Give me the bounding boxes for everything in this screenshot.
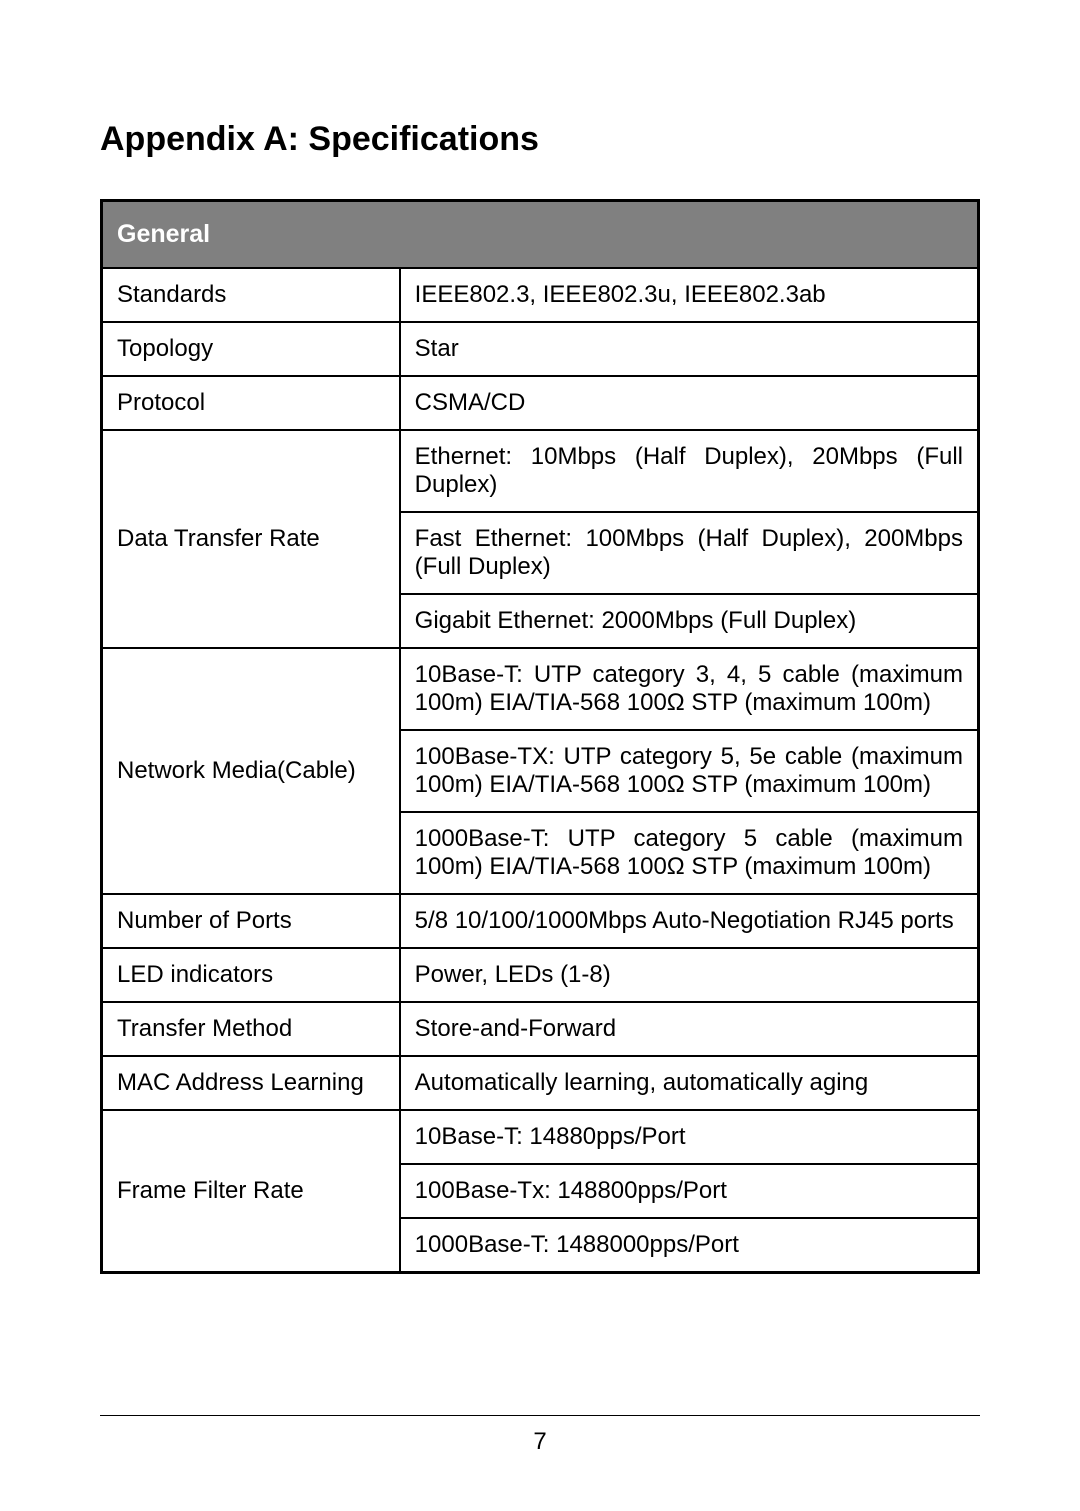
row-value-led: Power, LEDs (1-8) <box>400 948 979 1002</box>
table-row: Frame Filter Rate 10Base-T: 14880pps/Por… <box>102 1110 979 1164</box>
row-value-mac-learning: Automatically learning, automatically ag… <box>400 1056 979 1110</box>
row-value-protocol: CSMA/CD <box>400 376 979 430</box>
row-value-media-100base: 100Base-TX: UTP category 5, 5e cable (ma… <box>400 730 979 812</box>
table-row: Topology Star <box>102 322 979 376</box>
row-value-ffr-100base: 100Base-Tx: 148800pps/Port <box>400 1164 979 1218</box>
row-value-dtr-ethernet: Ethernet: 10Mbps (Half Duplex), 20Mbps (… <box>400 430 979 512</box>
row-label-mac-learning: MAC Address Learning <box>102 1056 400 1110</box>
page-title: Appendix A: Specifications <box>100 120 980 159</box>
table-row: Protocol CSMA/CD <box>102 376 979 430</box>
row-label-protocol: Protocol <box>102 376 400 430</box>
row-value-topology: Star <box>400 322 979 376</box>
row-label-network-media: Network Media(Cable) <box>102 648 400 894</box>
row-label-led: LED indicators <box>102 948 400 1002</box>
footer-divider <box>100 1415 980 1416</box>
section-header-general: General <box>102 201 979 269</box>
row-value-media-1000base: 1000Base-T: UTP category 5 cable (maximu… <box>400 812 979 894</box>
table-row: LED indicators Power, LEDs (1-8) <box>102 948 979 1002</box>
row-label-frame-filter-rate: Frame Filter Rate <box>102 1110 400 1273</box>
row-value-dtr-gigabit: Gigabit Ethernet: 2000Mbps (Full Duplex) <box>400 594 979 648</box>
row-value-ffr-10base: 10Base-T: 14880pps/Port <box>400 1110 979 1164</box>
row-value-ffr-1000base: 1000Base-T: 1488000pps/Port <box>400 1218 979 1273</box>
table-row: Network Media(Cable) 10Base-T: UTP categ… <box>102 648 979 730</box>
table-row: Number of Ports 5/8 10/100/1000Mbps Auto… <box>102 894 979 948</box>
table-section-header: General <box>102 201 979 269</box>
row-label-data-transfer-rate: Data Transfer Rate <box>102 430 400 648</box>
row-value-transfer-method: Store-and-Forward <box>400 1002 979 1056</box>
row-value-standards: IEEE802.3, IEEE802.3u, IEEE802.3ab <box>400 268 979 322</box>
row-value-ports: 5/8 10/100/1000Mbps Auto-Negotiation RJ4… <box>400 894 979 948</box>
page-number: 7 <box>0 1428 1080 1456</box>
row-label-transfer-method: Transfer Method <box>102 1002 400 1056</box>
table-row: MAC Address Learning Automatically learn… <box>102 1056 979 1110</box>
row-value-dtr-fast: Fast Ethernet: 100Mbps (Half Duplex), 20… <box>400 512 979 594</box>
row-label-standards: Standards <box>102 268 400 322</box>
row-value-media-10base: 10Base-T: UTP category 3, 4, 5 cable (ma… <box>400 648 979 730</box>
table-row: Transfer Method Store-and-Forward <box>102 1002 979 1056</box>
table-row: Standards IEEE802.3, IEEE802.3u, IEEE802… <box>102 268 979 322</box>
specifications-table: General Standards IEEE802.3, IEEE802.3u,… <box>100 199 980 1274</box>
table-row: Data Transfer Rate Ethernet: 10Mbps (Hal… <box>102 430 979 512</box>
row-label-ports: Number of Ports <box>102 894 400 948</box>
row-label-topology: Topology <box>102 322 400 376</box>
